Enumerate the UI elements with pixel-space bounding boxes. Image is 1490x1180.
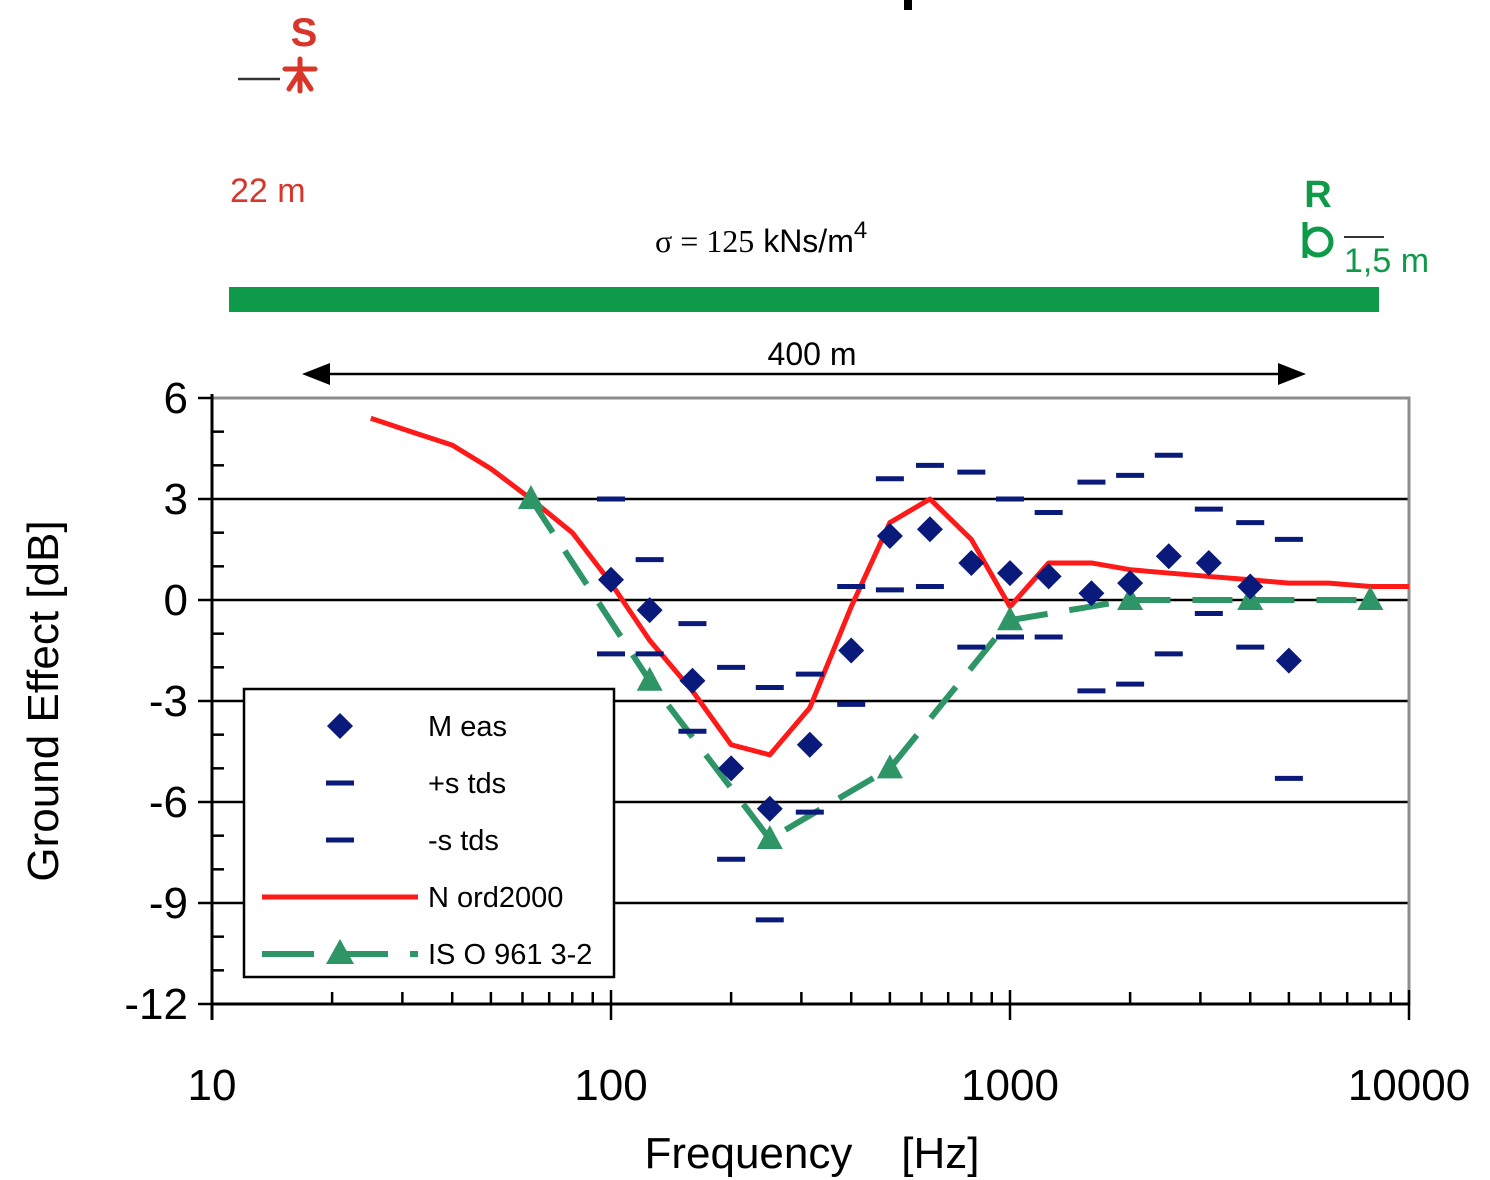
- iso-9613-marker: [1357, 586, 1384, 610]
- iso-9613-marker: [636, 666, 663, 691]
- legend-box: [242, 687, 616, 979]
- x-tick-label: 100: [574, 1061, 647, 1110]
- receiver-icon: [1302, 222, 1334, 258]
- meas-marker: [916, 516, 943, 543]
- sigma-unit-exponent: 4: [854, 217, 867, 244]
- x-axis-label: Frequency [Hz]: [644, 1129, 979, 1178]
- meas-marker: [796, 731, 823, 758]
- legend-label: IS O 961 3-2: [428, 939, 592, 971]
- receiver-height-label: 1,5 m: [1344, 242, 1429, 280]
- iso-9613-marker: [756, 825, 783, 850]
- meas-marker: [1237, 573, 1264, 600]
- iso-9613-line: [528, 497, 1371, 843]
- sigma-equals: =: [672, 223, 706, 259]
- y-tick-label: -9: [149, 879, 188, 928]
- y-axis-label: Ground Effect [dB]: [19, 520, 68, 881]
- y-tick-label: -3: [149, 677, 188, 726]
- nord2000-line: [369, 415, 1409, 758]
- legend-meas-symbol: [327, 713, 353, 739]
- meas-marker: [838, 637, 865, 664]
- legend-label: -s tds: [428, 825, 499, 857]
- receiver-label: R: [1304, 174, 1331, 216]
- source-label: S: [291, 11, 318, 55]
- distance-label: 400 m: [768, 336, 857, 372]
- iso-9613-marker: [876, 754, 903, 779]
- x-tick-label: 10: [188, 1061, 237, 1110]
- legend-label: M eas: [428, 711, 507, 743]
- y-tick-label: 0: [164, 576, 188, 625]
- meas-marker: [1275, 647, 1302, 674]
- geometry-diagram: S 22 m R 1,5 m σ = 125 kNs/m4 400 m: [229, 0, 1429, 385]
- meas-marker: [1117, 570, 1144, 597]
- sigma-unit: kNs/m: [754, 223, 854, 259]
- meas-marker: [679, 667, 706, 694]
- meas-marker: [1035, 563, 1062, 590]
- sigma-symbol: σ: [655, 223, 672, 259]
- iso-9613-marker: [517, 485, 544, 509]
- series-layer: [369, 415, 1409, 923]
- meas-marker: [598, 566, 624, 593]
- flow-resistivity-label: σ = 125 kNs/m4: [655, 217, 867, 259]
- x-tick-label: 1000: [961, 1061, 1059, 1110]
- y-tick-label: 3: [164, 475, 188, 524]
- ground-strip: [229, 287, 1379, 312]
- distance-arrow-right-icon: [1278, 363, 1306, 385]
- meas-marker: [1155, 543, 1182, 570]
- meas-marker: [958, 549, 985, 576]
- y-tick-label: 6: [164, 374, 188, 423]
- meas-marker: [636, 597, 663, 624]
- title-fragment: [904, 0, 912, 10]
- meas-marker: [718, 755, 745, 782]
- iso-9613-marker: [1117, 586, 1144, 610]
- iso-9613-marker: [997, 606, 1023, 631]
- x-tick-label: 10000: [1348, 1061, 1470, 1110]
- legend-label: +s tds: [428, 768, 506, 800]
- meas-marker: [876, 523, 903, 550]
- y-tick-label: -6: [149, 778, 188, 827]
- source-star-icon: [282, 56, 318, 94]
- meas-marker: [756, 795, 783, 822]
- source-height-label: 22 m: [230, 172, 306, 210]
- sigma-value: 125: [706, 223, 754, 259]
- legend-iso-marker-symbol: [326, 939, 354, 964]
- meas-marker: [1195, 549, 1222, 576]
- meas-marker: [1078, 580, 1105, 607]
- meas-marker: [997, 560, 1023, 587]
- legend-label: N ord2000: [428, 882, 563, 914]
- distance-arrow-left-icon: [302, 363, 330, 385]
- y-tick-label: -12: [124, 980, 188, 1029]
- legend: M eas +s tds -s tds N ord2000 IS O 961 3-2: [242, 687, 616, 979]
